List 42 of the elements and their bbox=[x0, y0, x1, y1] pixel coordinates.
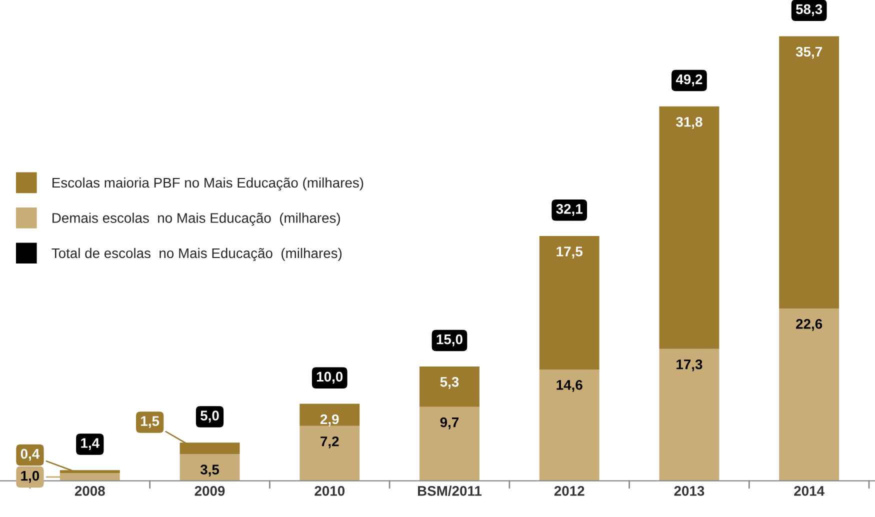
legend-label: Escolas maioria PBF no Mais Educação (milhares) bbox=[52, 177, 364, 190]
legend-label: Demais escolas no Mais Educação (milhares) bbox=[52, 212, 340, 226]
annotation: Total de escolas no Mais Educação (milhares) bbox=[52, 248, 342, 261]
bar bbox=[539, 236, 600, 370]
total-label: 10,0 bbox=[316, 372, 343, 384]
bar bbox=[779, 308, 840, 481]
data-label: 1,5 bbox=[141, 416, 160, 428]
total-label: 15,0 bbox=[436, 334, 462, 346]
bar bbox=[659, 106, 720, 349]
data-label: 7,2 bbox=[320, 436, 339, 448]
x-tick-label: 2013 bbox=[674, 486, 704, 496]
bar bbox=[539, 369, 600, 481]
data-label: 0,4 bbox=[20, 448, 40, 461]
x-tick-label: 2008 bbox=[74, 486, 105, 496]
total-label: 32,1 bbox=[556, 204, 582, 216]
data-label: 17,5 bbox=[556, 246, 582, 258]
bar bbox=[300, 426, 360, 481]
data-label: 31,8 bbox=[676, 116, 702, 129]
data-label: 5,3 bbox=[440, 376, 459, 389]
total-label: 58,3 bbox=[796, 4, 822, 16]
bar bbox=[300, 404, 360, 426]
x-tick-label: BSM/2011 bbox=[418, 486, 482, 496]
data-label: 17,3 bbox=[676, 359, 702, 372]
bar bbox=[420, 366, 480, 407]
x-tick-label: 2010 bbox=[314, 486, 345, 496]
bar bbox=[420, 406, 480, 481]
total-label: 1,4 bbox=[81, 438, 100, 450]
bar bbox=[659, 348, 720, 481]
x-tick-label: 2009 bbox=[194, 486, 225, 496]
data-label: 35,7 bbox=[796, 46, 822, 59]
data-label: 3,5 bbox=[200, 464, 220, 477]
data-label: 2,9 bbox=[320, 414, 339, 426]
x-tick-label: 2014 bbox=[794, 486, 824, 496]
data-label: 14,6 bbox=[556, 380, 582, 392]
bar bbox=[180, 454, 240, 481]
data-label: 1,0 bbox=[21, 470, 40, 483]
bar bbox=[779, 36, 840, 308]
data-label: 9,7 bbox=[440, 417, 459, 430]
total-label: 5,0 bbox=[200, 410, 219, 423]
total-label: 49,2 bbox=[676, 74, 702, 86]
data-label: 22,6 bbox=[796, 319, 822, 331]
x-tick-label: 2012 bbox=[554, 486, 584, 496]
